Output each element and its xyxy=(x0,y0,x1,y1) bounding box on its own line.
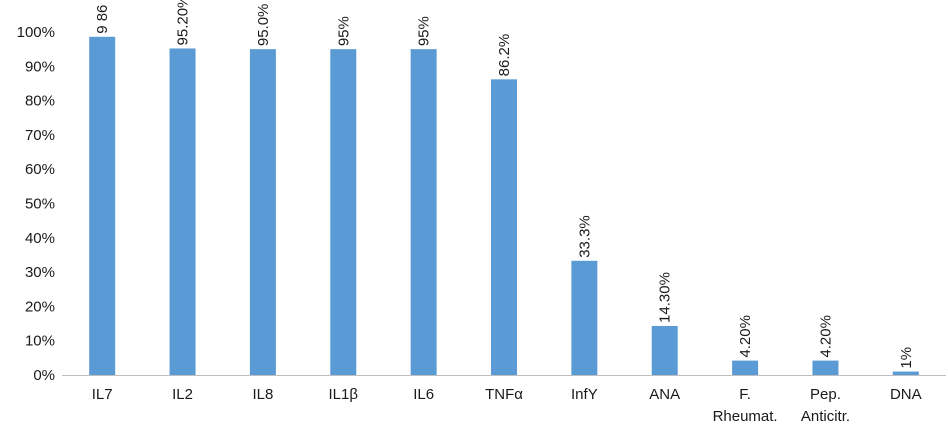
x-tick-label: IL8 xyxy=(252,386,273,403)
data-label: 95% xyxy=(335,16,352,46)
y-tick-label: 50% xyxy=(25,196,55,213)
x-tick-sublabel: Rheumat. xyxy=(713,408,778,425)
y-tick-label: 70% xyxy=(25,127,55,144)
x-tick-label: InfY xyxy=(571,386,598,403)
x-tick-label: TNFα xyxy=(485,386,523,403)
y-tick-label: 90% xyxy=(25,58,55,75)
x-tick-label: IL2 xyxy=(172,386,193,403)
bar xyxy=(249,49,276,376)
bar xyxy=(812,360,839,375)
x-tick-label: IL7 xyxy=(92,386,113,403)
bar xyxy=(330,49,357,376)
data-label: 33.3% xyxy=(576,215,593,258)
x-tick-label: IL1β xyxy=(329,386,359,403)
x-tick-sublabel: Anticitr. xyxy=(801,408,850,425)
y-tick-label: 60% xyxy=(25,161,55,178)
y-tick-label: 0% xyxy=(33,367,55,384)
y-tick-label: 30% xyxy=(25,264,55,281)
y-tick-label: 20% xyxy=(25,298,55,315)
bar xyxy=(491,79,517,376)
bar xyxy=(89,36,116,375)
y-axis: 0% 10% 20% 30% 40% 50% 60% 70% 80% 90% 100% xyxy=(17,24,55,384)
y-tick-label: 100% xyxy=(17,24,55,41)
data-label: 95.20% xyxy=(175,0,192,45)
data-label: 9 86 xyxy=(94,5,111,34)
data-label: 95.0% xyxy=(255,4,272,47)
data-label: 14.30% xyxy=(657,272,674,323)
data-label: 1% xyxy=(898,347,915,369)
data-label: 4.20% xyxy=(817,315,834,358)
y-tick-label: 10% xyxy=(25,333,55,350)
y-tick-label: 40% xyxy=(25,230,55,247)
bar xyxy=(169,48,196,376)
data-label: 95% xyxy=(416,16,433,46)
x-tick-label: ANA xyxy=(649,386,680,403)
x-tick-label: F. xyxy=(739,386,751,403)
bar xyxy=(892,371,919,375)
bars: 9 86 95.20% 95.0% 95% 95% 86.2% 33.3% 14.30% 4.2… xyxy=(89,0,919,376)
y-tick-label: 80% xyxy=(25,93,55,110)
x-tick-label: IL6 xyxy=(413,386,434,403)
data-label: 86.2% xyxy=(496,34,513,77)
x-tick-label: DNA xyxy=(890,386,922,403)
x-tick-label: Pep. xyxy=(810,386,841,403)
x-axis: IL7 IL2 IL8 IL1β IL6 TNFα InfY ANA F. Pep. DNA Rheu… xyxy=(62,375,946,425)
bar xyxy=(651,325,678,375)
bar xyxy=(571,260,598,375)
bar xyxy=(732,360,759,375)
bar xyxy=(410,49,437,376)
data-label: 4.20% xyxy=(737,315,754,358)
